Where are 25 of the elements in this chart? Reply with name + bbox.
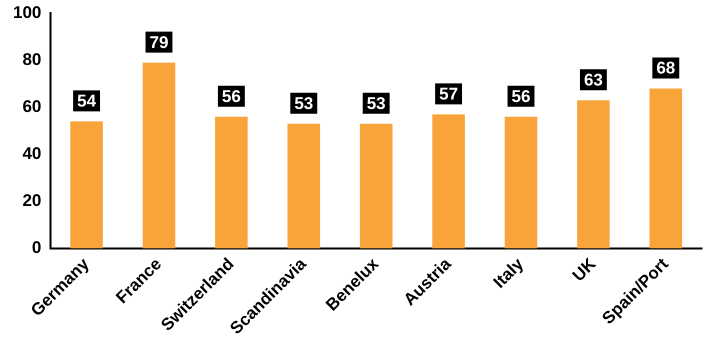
bar bbox=[432, 114, 465, 248]
bar bbox=[650, 88, 682, 248]
data-label: 53 bbox=[366, 94, 386, 113]
y-tick-label: 100 bbox=[12, 2, 42, 22]
y-tick-label: 40 bbox=[22, 144, 42, 164]
bar bbox=[577, 100, 610, 248]
bar bbox=[504, 116, 538, 248]
data-label: 68 bbox=[656, 58, 676, 78]
data-label: 79 bbox=[150, 32, 168, 52]
y-tick-label: 60 bbox=[22, 96, 42, 116]
x-tick-label: UK bbox=[568, 254, 600, 286]
bar bbox=[70, 121, 103, 248]
bar bbox=[360, 124, 392, 248]
data-label: 53 bbox=[294, 94, 314, 113]
data-label: 56 bbox=[222, 86, 241, 106]
y-tick-label: 0 bbox=[32, 238, 42, 258]
data-label: 63 bbox=[584, 70, 603, 90]
bar bbox=[215, 116, 248, 248]
data-label: 56 bbox=[512, 86, 530, 106]
bar bbox=[142, 62, 176, 248]
data-label: 54 bbox=[77, 92, 97, 111]
y-tick-label: 80 bbox=[22, 50, 42, 69]
bar bbox=[287, 124, 320, 248]
y-tick-label: 20 bbox=[22, 191, 42, 210]
data-label: 57 bbox=[439, 84, 458, 104]
